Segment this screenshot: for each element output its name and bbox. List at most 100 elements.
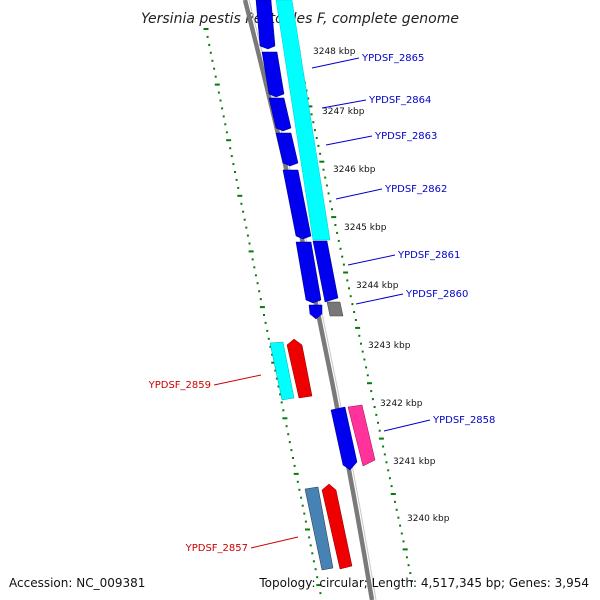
guide-dot bbox=[275, 377, 278, 380]
guide-dot bbox=[341, 255, 344, 258]
guide-dot bbox=[319, 160, 325, 163]
guide-dot bbox=[234, 171, 236, 173]
guide-dot bbox=[217, 91, 220, 94]
guide-dot bbox=[230, 155, 233, 158]
cds-feature[interactable] bbox=[304, 486, 334, 571]
guide-dot bbox=[314, 129, 316, 132]
guide-dot bbox=[304, 520, 307, 523]
tick-label: 3243 kbp bbox=[368, 341, 411, 351]
guide-dot bbox=[248, 242, 251, 245]
gene-label[interactable]: YPDSF_2861 bbox=[397, 250, 460, 261]
summary-text: Topology: circular; Length: 4,517,345 bp… bbox=[258, 576, 589, 590]
guide-dot bbox=[358, 334, 361, 337]
guide-dot bbox=[248, 250, 254, 253]
gene-block[interactable] bbox=[312, 240, 339, 303]
guide-dot bbox=[292, 457, 294, 459]
guide-dot bbox=[373, 406, 376, 408]
gene-label[interactable]: YPDSF_2859 bbox=[148, 380, 211, 391]
guide-dot bbox=[305, 528, 310, 531]
cds-feature[interactable] bbox=[347, 404, 376, 467]
guide-dot bbox=[246, 234, 249, 237]
tick-label: 3248 kbp bbox=[313, 47, 356, 57]
guide-dot bbox=[267, 337, 270, 340]
guide-dot bbox=[263, 314, 265, 316]
guide-dot bbox=[411, 580, 413, 582]
guide-dot bbox=[402, 540, 405, 543]
accession-text: Accession: NC_009381 bbox=[9, 576, 145, 590]
tick-label: 3246 kbp bbox=[333, 165, 376, 175]
guide-dot bbox=[213, 67, 216, 70]
guide-dot bbox=[235, 178, 238, 181]
guide-dot bbox=[327, 192, 330, 195]
gene-labels: YPDSF_2865 YPDSF_2864 YPDSF_2863 YPDSF_2862… bbox=[148, 53, 496, 554]
guide-dot bbox=[324, 176, 327, 179]
gene-block-gray[interactable] bbox=[326, 301, 344, 317]
guide-dot bbox=[312, 121, 315, 124]
guide-dot bbox=[349, 295, 352, 298]
gene-label[interactable]: YPDSF_2863 bbox=[374, 131, 437, 142]
guide-dot bbox=[367, 382, 372, 385]
guide-dot bbox=[363, 358, 366, 361]
reverse-genes bbox=[269, 338, 353, 571]
guide-dot bbox=[355, 326, 361, 329]
gene-block[interactable] bbox=[330, 406, 358, 471]
guide-dot bbox=[365, 366, 368, 369]
guide-dot bbox=[390, 485, 393, 488]
cds-feature[interactable] bbox=[275, 0, 331, 241]
gene-label[interactable]: YPDSF_2865 bbox=[361, 53, 424, 64]
guide-dot bbox=[264, 321, 267, 324]
tick-label: 3245 kbp bbox=[344, 223, 387, 233]
guide-dot bbox=[399, 524, 402, 527]
gene-block[interactable] bbox=[308, 304, 323, 320]
guide-dot bbox=[296, 480, 299, 483]
gene-label[interactable]: YPDSF_2857 bbox=[185, 543, 248, 554]
guide-dot bbox=[243, 218, 246, 221]
guide-dot bbox=[378, 437, 384, 440]
gene-block[interactable] bbox=[255, 0, 276, 50]
gene-block[interactable] bbox=[275, 132, 299, 167]
gene-label[interactable]: YPDSF_2860 bbox=[405, 289, 468, 300]
guide-dot bbox=[224, 123, 227, 126]
gene-block[interactable] bbox=[282, 169, 312, 240]
guide-dot bbox=[314, 568, 317, 571]
guide-dot bbox=[287, 433, 290, 436]
gene-label[interactable]: YPDSF_2864 bbox=[368, 95, 431, 106]
guide-dot bbox=[310, 113, 313, 116]
tick-labels: 3248 kbp 3247 kbp 3246 kbp 3245 kbp 3244 kbp… bbox=[313, 47, 450, 524]
gene-leader-line bbox=[383, 419, 431, 432]
guide-dot bbox=[300, 496, 303, 499]
guide-dot bbox=[311, 552, 314, 555]
guide-dot bbox=[256, 282, 259, 285]
guide-dot bbox=[307, 105, 313, 108]
guide-dot bbox=[317, 144, 320, 147]
gene-block[interactable] bbox=[295, 241, 322, 304]
guide-dot bbox=[259, 298, 262, 301]
guide-dot bbox=[271, 361, 277, 364]
guide-dot bbox=[377, 421, 379, 424]
gene-block[interactable] bbox=[321, 483, 353, 570]
tick-label: 3241 kbp bbox=[393, 457, 436, 467]
guide-dot bbox=[325, 184, 328, 187]
gene-leader-line bbox=[213, 374, 262, 386]
gene-block[interactable] bbox=[286, 338, 313, 399]
guide-dot bbox=[285, 425, 288, 428]
guide-dot bbox=[331, 208, 333, 211]
gene-label[interactable]: YPDSF_2858 bbox=[432, 415, 495, 426]
guide-dot bbox=[382, 445, 385, 448]
guide-dot bbox=[331, 216, 337, 219]
guide-dot bbox=[226, 139, 232, 142]
gene-label[interactable]: YPDSF_2862 bbox=[384, 184, 447, 195]
guide-dot bbox=[293, 464, 296, 467]
gene-block[interactable] bbox=[261, 51, 285, 98]
guide-dot bbox=[229, 147, 232, 150]
guide-dot bbox=[375, 413, 378, 416]
guide-dot bbox=[400, 532, 403, 535]
cds-band-forward bbox=[275, 0, 331, 241]
forward-genes bbox=[255, 0, 376, 471]
guide-dot bbox=[254, 274, 257, 277]
guide-dot bbox=[353, 311, 356, 313]
gene-block[interactable] bbox=[268, 97, 292, 132]
guide-dot bbox=[274, 369, 277, 372]
cds-feature[interactable] bbox=[269, 341, 295, 401]
